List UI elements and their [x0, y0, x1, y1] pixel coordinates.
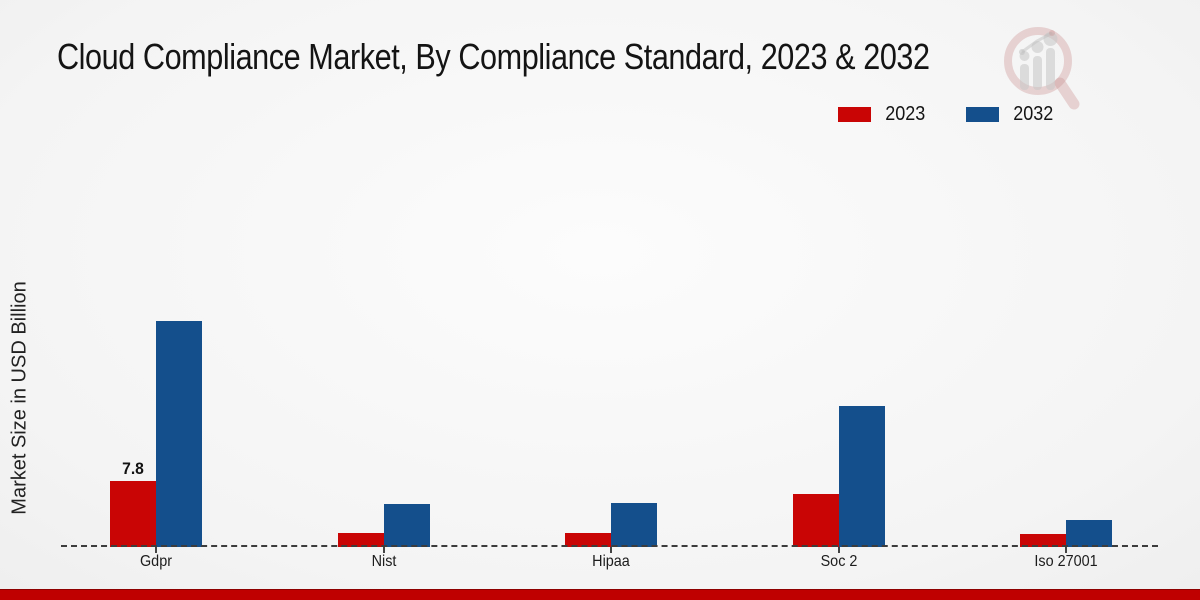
bar-2023-hipaa [565, 533, 611, 547]
legend-swatch-2032 [965, 107, 999, 122]
bar-2023-nist [337, 533, 384, 547]
x-tick [837, 547, 840, 553]
y-axis-label: Market Size in USD Billion [8, 281, 31, 515]
magnifier-logo-icon [1004, 27, 1080, 110]
bar-2023-soc-2 [792, 494, 839, 547]
x-tick [1065, 547, 1067, 553]
legend-swatch-2023 [838, 107, 871, 122]
bar-value-label: 7.8 [122, 459, 144, 478]
bar-2032-soc-2 [838, 406, 885, 547]
x-tick-label-iso-27001: Iso 27001 [1034, 553, 1098, 570]
x-tick [155, 547, 157, 553]
x-axis-baseline [61, 545, 1158, 547]
x-tick-label-nist: Nist [371, 553, 396, 570]
legend-item-2032: 2032 [965, 103, 1056, 126]
x-tick [382, 547, 385, 553]
chart-title: Cloud Compliance Market, By Compliance S… [57, 36, 930, 77]
bar-2032-gdpr [156, 321, 202, 547]
bar-2023-iso-27001 [1020, 534, 1066, 547]
legend-label-2032: 2032 [1012, 103, 1053, 125]
x-tick-label-hipaa: Hipaa [592, 553, 630, 570]
bar-2032-nist [383, 504, 430, 547]
x-tick-label-soc-2: Soc 2 [820, 553, 857, 570]
legend-item-2023: 2023 [838, 103, 928, 126]
bar-2032-iso-27001 [1066, 520, 1112, 547]
footer-accent-bar [0, 589, 1200, 600]
legend: 2023 2032 [838, 103, 1055, 126]
x-tick [610, 547, 612, 553]
bar-2032-hipaa [611, 503, 657, 547]
x-tick-label-gdpr: Gdpr [139, 553, 173, 570]
legend-label-2023: 2023 [885, 103, 926, 125]
bar-2023-gdpr [110, 481, 156, 547]
